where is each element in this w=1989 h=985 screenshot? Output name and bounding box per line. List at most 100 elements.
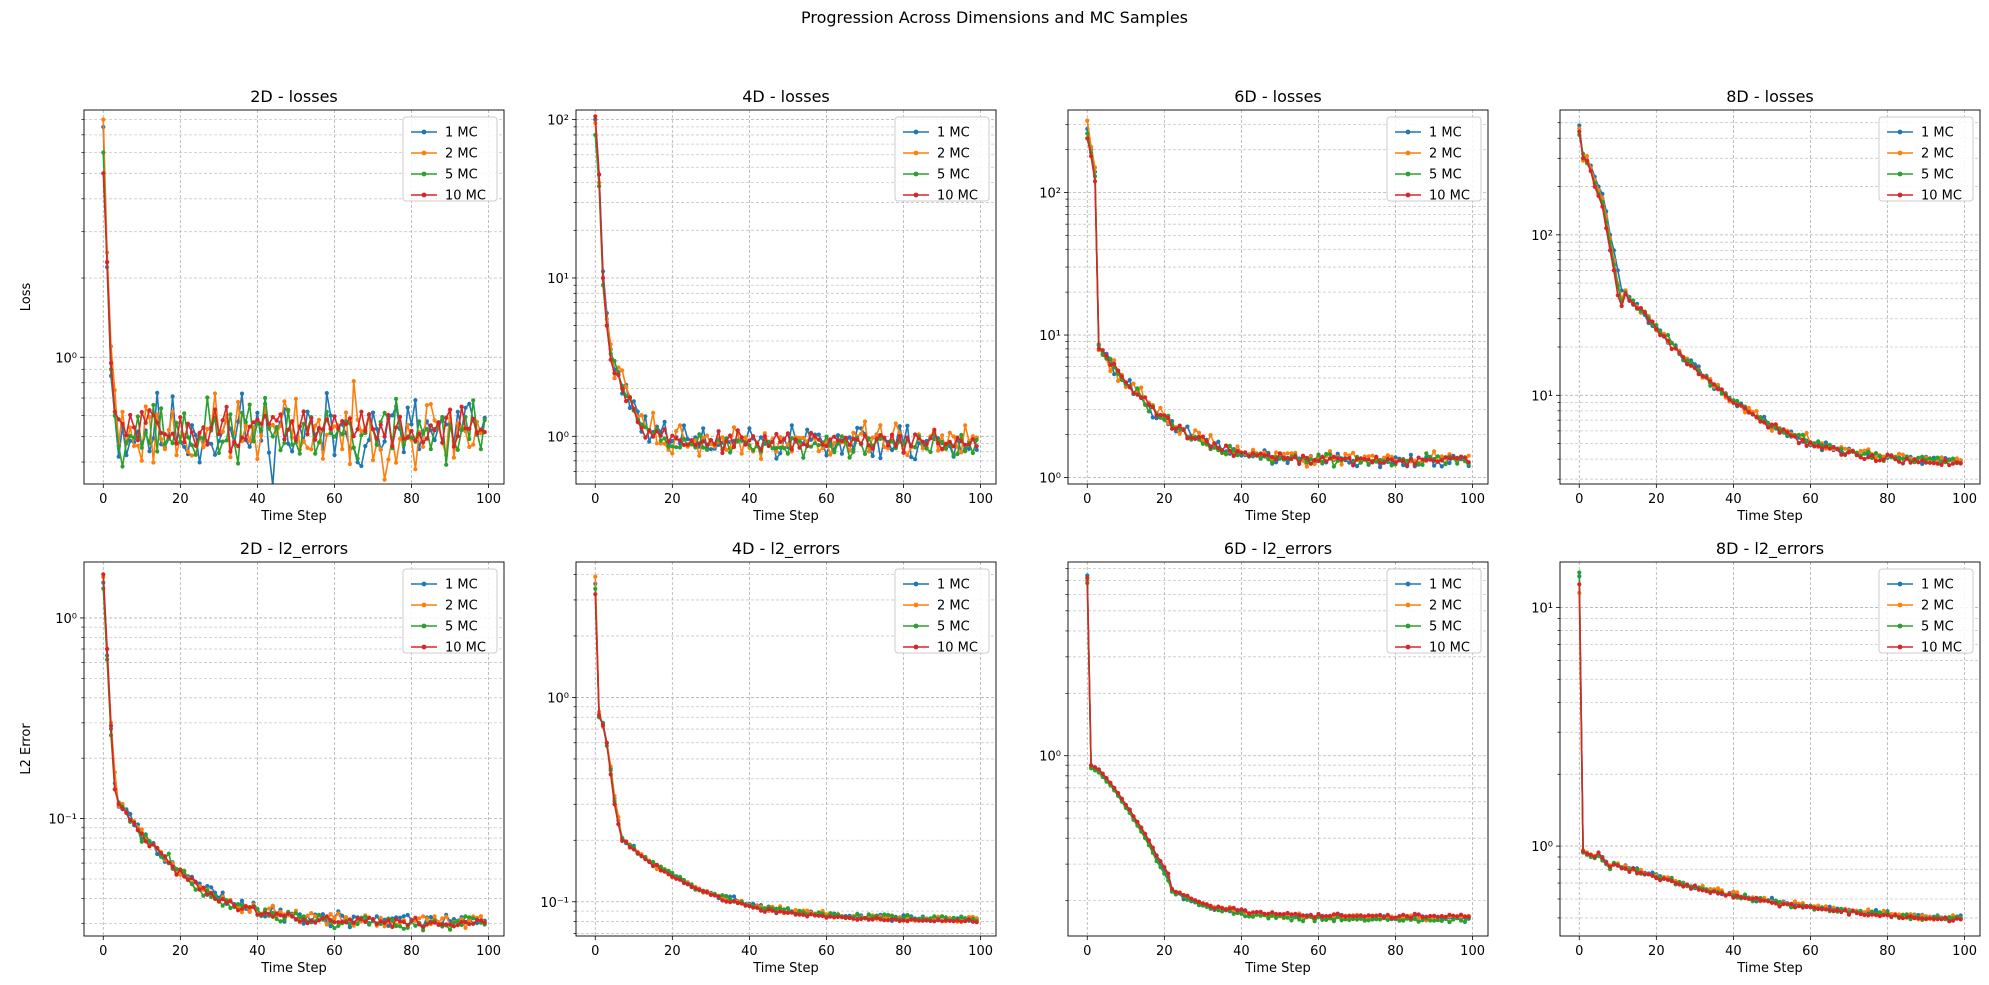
data-point — [1378, 465, 1383, 470]
data-point — [1397, 458, 1402, 463]
data-point — [835, 433, 841, 438]
data-point — [263, 395, 268, 401]
data-point — [820, 442, 825, 447]
data-point — [467, 915, 472, 920]
data-point — [451, 455, 456, 460]
data-point — [166, 851, 171, 856]
data-point — [201, 893, 206, 898]
data-point — [1827, 907, 1832, 912]
data-point — [597, 712, 602, 718]
data-point — [336, 426, 341, 431]
data-point — [1312, 919, 1317, 924]
data-point — [220, 429, 225, 434]
data-point — [889, 917, 895, 922]
data-point — [170, 431, 175, 436]
data-point — [1954, 460, 1959, 465]
legend-label: 10 MC — [1921, 189, 1962, 204]
data-point — [182, 411, 187, 416]
data-point — [1839, 446, 1844, 452]
data-point — [747, 426, 752, 431]
data-point — [909, 455, 914, 460]
data-point — [1432, 913, 1437, 919]
data-point — [1685, 882, 1690, 887]
data-point — [1389, 457, 1394, 462]
data-point — [920, 918, 925, 923]
data-point — [120, 409, 125, 414]
data-point — [1127, 385, 1132, 390]
data-point — [1204, 439, 1209, 444]
data-point — [374, 426, 379, 431]
data-point — [1712, 889, 1717, 894]
data-point — [282, 917, 287, 922]
data-point — [247, 402, 252, 407]
data-point — [1685, 362, 1690, 367]
data-point — [440, 922, 445, 927]
data-point — [239, 435, 245, 440]
data-point — [785, 442, 791, 447]
data-point — [328, 431, 333, 436]
data-point — [1623, 866, 1628, 871]
subplot-title: 2D - losses — [250, 87, 338, 106]
data-point — [359, 429, 364, 434]
data-point — [886, 443, 891, 448]
data-point — [255, 912, 260, 917]
data-point — [293, 438, 298, 443]
data-point — [932, 427, 937, 432]
x-tick-label: 60 — [1310, 944, 1327, 959]
data-point — [239, 898, 245, 903]
data-point — [471, 442, 476, 447]
legend-marker — [1405, 171, 1411, 177]
legend-item: 2 MC — [411, 599, 478, 614]
data-point — [866, 436, 871, 441]
data-point — [1866, 913, 1871, 918]
data-point — [1231, 905, 1236, 911]
data-point — [355, 427, 360, 432]
data-point — [155, 851, 160, 857]
data-point — [239, 410, 245, 415]
data-point — [286, 427, 291, 432]
data-point — [159, 851, 164, 856]
data-point — [1378, 912, 1383, 918]
data-point — [1816, 906, 1821, 912]
data-point — [1092, 768, 1098, 773]
data-point — [1615, 268, 1620, 273]
data-point — [1604, 226, 1609, 231]
data-point — [785, 906, 791, 911]
data-point — [401, 450, 406, 455]
legend-item: 1 MC — [1887, 126, 1954, 141]
data-point — [685, 881, 690, 887]
data-point — [247, 439, 252, 444]
data-point — [901, 913, 906, 918]
data-point — [1143, 402, 1148, 407]
x-tick-label: 100 — [1460, 492, 1485, 507]
data-point — [1343, 451, 1348, 457]
data-point — [1692, 883, 1697, 888]
data-point — [290, 442, 295, 447]
data-point — [1420, 457, 1425, 462]
data-point — [120, 806, 125, 811]
data-point — [139, 831, 144, 836]
data-point — [1596, 850, 1601, 855]
data-point — [797, 908, 802, 914]
data-point — [970, 919, 976, 924]
data-point — [816, 913, 821, 918]
y-tick-label: 10¹ — [547, 272, 569, 287]
data-point — [1673, 346, 1678, 351]
data-point — [909, 917, 914, 922]
data-point — [1250, 914, 1256, 919]
data-point — [1335, 456, 1340, 461]
data-point — [1619, 866, 1624, 871]
legend-box — [894, 568, 990, 654]
data-point — [1577, 123, 1582, 128]
data-point — [108, 723, 114, 728]
data-point — [1158, 405, 1163, 410]
data-point — [843, 915, 848, 920]
data-point — [259, 428, 264, 433]
data-point — [1935, 461, 1940, 466]
data-point — [367, 437, 372, 442]
data-point — [432, 418, 437, 423]
data-point — [367, 412, 372, 417]
data-point — [1827, 446, 1832, 451]
data-point — [893, 444, 898, 449]
